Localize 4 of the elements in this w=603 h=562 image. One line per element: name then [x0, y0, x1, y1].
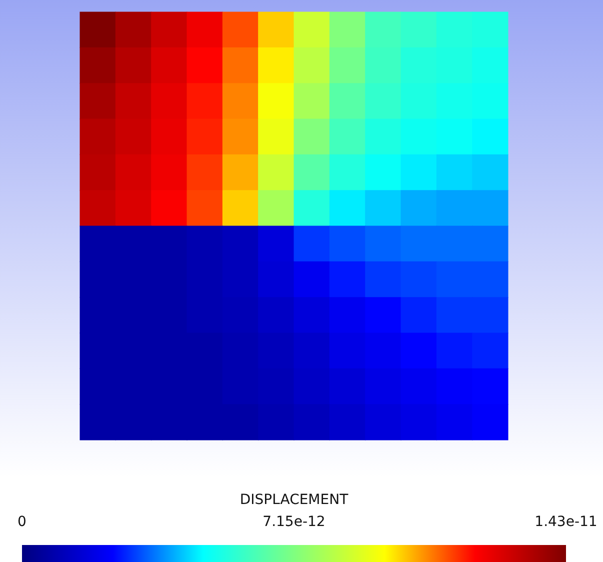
- color-bar-label: 0: [18, 514, 26, 530]
- color-bar-label: 7.15e-12: [262, 514, 326, 530]
- color-bar-label: 1.43e-11: [534, 514, 598, 530]
- color-bar-title: DISPLACEMENT: [240, 492, 349, 508]
